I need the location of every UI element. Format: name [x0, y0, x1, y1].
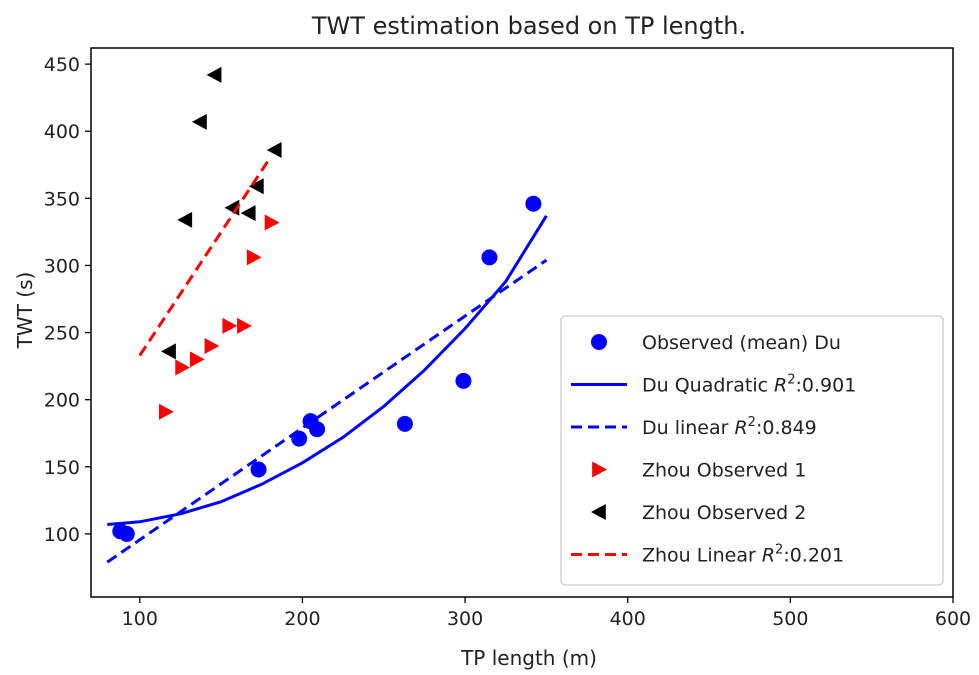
legend-label-name: Du Quadratic [642, 375, 768, 397]
x-axis-label: TP length (m) [460, 646, 597, 670]
data-point-observed-mean-du [250, 461, 267, 478]
data-point-observed-mean-du [396, 415, 413, 432]
data-point-zhou-observed-2 [161, 343, 176, 360]
legend-label-name: Zhou Observed 2 [642, 502, 806, 524]
r-squared-value: :0.901 [796, 375, 857, 397]
y-tick-label: 100 [44, 524, 80, 546]
data-point-zhou-observed-2 [248, 178, 264, 195]
x-tick-label: 100 [122, 608, 158, 630]
y-tick-label: 450 [44, 54, 80, 76]
legend-label-observed-mean-du: Observed (mean) Du [642, 332, 841, 354]
legend-label-zhou-observed-1: Zhou Observed 1 [642, 460, 806, 482]
series-group [106, 66, 548, 564]
data-point-zhou-observed-2 [240, 205, 256, 222]
x-tick-label: 200 [284, 608, 320, 630]
y-tick-label: 400 [44, 121, 80, 143]
data-point-observed-mean-du [455, 372, 472, 389]
axes: 100 200 300 400 500 600 100 150 200 250 300 350 400 4… [44, 47, 971, 630]
y-tick-label: 200 [44, 390, 80, 412]
data-point-observed-mean-du [481, 249, 498, 266]
data-point-observed-mean-du [309, 421, 326, 438]
legend-label-du-quadratic: Du Quadratic R2:0.901 [642, 373, 856, 397]
data-point-zhou-observed-1 [246, 249, 262, 266]
x-tick-label: 300 [447, 608, 483, 630]
data-point-zhou-observed-1 [204, 337, 220, 354]
data-point-zhou-observed-1 [222, 317, 238, 334]
series-line-du-quadratic [107, 215, 548, 526]
legend-label-zhou-observed-2: Zhou Observed 2 [642, 502, 806, 524]
plot-frame [90, 47, 954, 598]
data-point-zhou-observed-1 [159, 403, 174, 420]
legend-label-name: Zhou Observed 1 [642, 460, 806, 482]
data-point-zhou-observed-2 [266, 142, 282, 159]
data-point-observed-mean-du [525, 195, 542, 212]
r-squared-exponent: 2 [748, 415, 756, 430]
data-point-observed-mean-du [118, 525, 135, 542]
legend-box [560, 315, 944, 586]
legend-label-du-linear: Du linear R2:0.849 [642, 415, 817, 439]
chart-title: TWT estimation based on TP length. [311, 12, 746, 40]
plot-area [106, 66, 548, 564]
legend-label-name: Zhou Linear [642, 545, 756, 567]
y-tick-label: 350 [44, 188, 80, 210]
y-tick-label: 250 [44, 323, 80, 345]
data-point-zhou-observed-1 [237, 317, 252, 334]
r-squared-value: :0.201 [783, 545, 844, 567]
legend-swatch-zhou-observed-2 [591, 504, 606, 520]
legend-label-name: Observed (mean) Du [642, 332, 841, 354]
x-tick-label: 500 [772, 608, 808, 630]
y-tick-label: 150 [44, 457, 80, 479]
data-point-zhou-observed-1 [175, 359, 191, 376]
legend-swatch-zhou-observed-1 [592, 461, 607, 478]
y-axis-label: TWT (s) [13, 272, 37, 350]
r-squared-symbol: R [774, 375, 787, 397]
x-tick-label: 400 [610, 608, 646, 630]
series-line-du-linear [106, 258, 548, 564]
data-point-zhou-observed-1 [189, 351, 205, 368]
series-line-zhou-linear [138, 157, 272, 357]
r-squared-symbol: R [734, 417, 747, 439]
r-squared-symbol: R [762, 545, 775, 567]
r-squared-exponent: 2 [787, 373, 795, 388]
data-point-zhou-observed-2 [206, 66, 222, 83]
y-tick-label: 300 [44, 255, 80, 277]
legend-label-zhou-linear: Zhou Linear R2:0.201 [642, 543, 844, 567]
data-point-zhou-observed-2 [191, 113, 207, 130]
data-point-zhou-observed-2 [177, 211, 193, 228]
legend-swatch-observed-mean-du [591, 334, 607, 350]
r-squared-exponent: 2 [775, 543, 783, 558]
x-tick-label: 600 [935, 608, 971, 630]
r-squared-value: :0.849 [756, 417, 817, 439]
data-point-zhou-observed-1 [264, 214, 280, 231]
legend-label-name: Du linear [642, 417, 729, 439]
